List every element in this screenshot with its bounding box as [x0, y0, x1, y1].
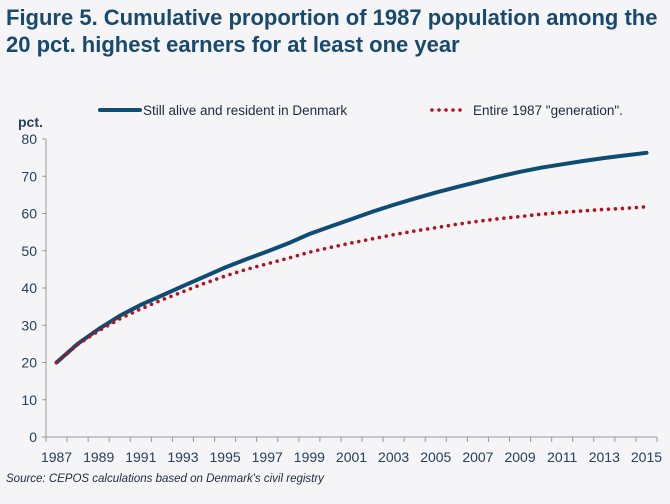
series-line-1 [54, 150, 649, 365]
y-tick-label: 10 [21, 392, 37, 408]
y-tick-label: 70 [21, 168, 37, 184]
legend-label-2: Entire 1987 "generation". [473, 103, 623, 118]
x-tick-label: 2011 [547, 449, 577, 465]
chart-title: Figure 5. Cumulative proportion of 1987 … [6, 5, 658, 57]
x-tick-label: 1987 [41, 449, 72, 465]
x-tick-label: 2009 [504, 449, 535, 465]
x-tick-label: 2005 [420, 449, 451, 465]
x-tick-label: 1991 [125, 449, 156, 465]
y-tick-label: 60 [21, 206, 37, 222]
x-tick-label: 1989 [83, 449, 114, 465]
source-note: Source: CEPOS calculations based on Denm… [6, 473, 324, 485]
x-tick-label: 2013 [589, 449, 620, 465]
x-tick-label: 2007 [462, 449, 493, 465]
x-tick-label: 2001 [336, 449, 367, 465]
legend-label-1: Still alive and resident in Denmark [143, 103, 347, 118]
y-tick-label: 80 [21, 131, 37, 147]
x-tick-label: 1993 [167, 449, 198, 465]
x-tick-label: 1997 [252, 449, 283, 465]
y-tick-label: 20 [21, 355, 37, 371]
x-tick-label: 2015 [631, 449, 662, 465]
x-tick-label: 1999 [294, 449, 325, 465]
series-line-2 [54, 205, 649, 365]
x-tick-label: 1995 [210, 449, 241, 465]
y-tick-label: 40 [21, 280, 37, 296]
y-tick-label: 0 [29, 429, 37, 445]
x-tick-label: 2003 [378, 449, 409, 465]
y-axis-label: pct. [18, 114, 43, 130]
y-tick-label: 50 [21, 243, 37, 259]
y-tick-label: 30 [21, 317, 37, 333]
